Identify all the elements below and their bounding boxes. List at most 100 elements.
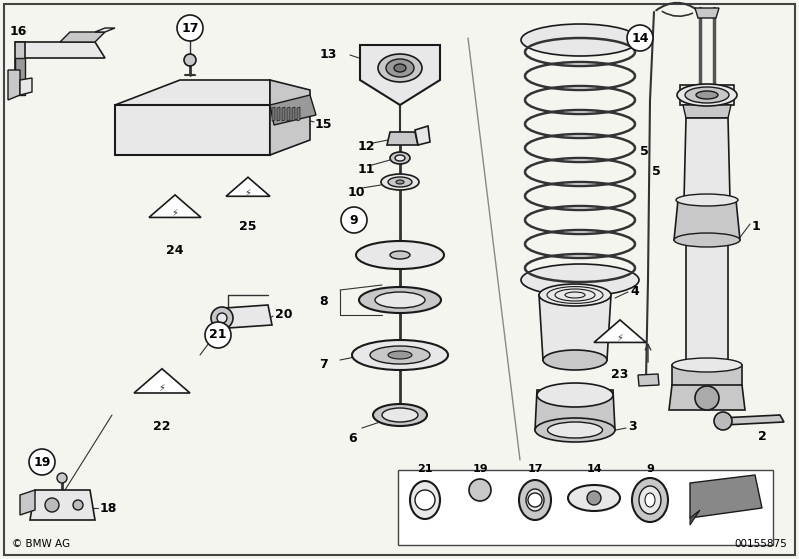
Polygon shape (270, 95, 316, 125)
Polygon shape (15, 58, 25, 95)
Ellipse shape (685, 87, 729, 103)
Text: 23: 23 (611, 368, 629, 381)
Ellipse shape (535, 418, 615, 442)
Polygon shape (115, 105, 270, 155)
Polygon shape (594, 320, 646, 343)
Ellipse shape (645, 493, 655, 507)
Ellipse shape (370, 346, 430, 364)
Ellipse shape (539, 284, 611, 306)
Circle shape (184, 54, 196, 66)
Text: 24: 24 (166, 244, 184, 257)
Text: 20: 20 (275, 308, 292, 321)
Ellipse shape (388, 177, 412, 187)
Ellipse shape (386, 59, 414, 77)
Text: © BMW AG: © BMW AG (12, 539, 70, 549)
Ellipse shape (696, 91, 718, 99)
Text: 00155875: 00155875 (734, 539, 787, 549)
Text: 25: 25 (239, 220, 256, 233)
Ellipse shape (382, 408, 418, 422)
Ellipse shape (410, 481, 440, 519)
Polygon shape (387, 132, 418, 145)
Text: 19: 19 (34, 456, 50, 468)
Ellipse shape (521, 24, 639, 56)
Text: 21: 21 (417, 464, 433, 474)
Polygon shape (674, 200, 740, 240)
Text: 11: 11 (358, 163, 376, 176)
Text: 21: 21 (209, 329, 227, 342)
Ellipse shape (395, 155, 405, 161)
Polygon shape (115, 80, 270, 105)
Ellipse shape (519, 480, 551, 520)
Polygon shape (669, 385, 745, 410)
Text: 17: 17 (527, 464, 543, 474)
Polygon shape (292, 107, 295, 121)
Ellipse shape (676, 194, 738, 206)
Circle shape (205, 322, 231, 348)
Text: 3: 3 (628, 420, 637, 433)
Text: ⚡: ⚡ (617, 333, 623, 343)
Polygon shape (270, 80, 310, 155)
Ellipse shape (394, 64, 406, 72)
Polygon shape (277, 107, 280, 121)
Circle shape (415, 490, 435, 510)
Polygon shape (683, 105, 731, 118)
Ellipse shape (677, 84, 737, 106)
Ellipse shape (526, 489, 544, 511)
Text: 19: 19 (472, 464, 488, 474)
Text: 8: 8 (320, 295, 328, 308)
Text: 13: 13 (320, 48, 337, 61)
Ellipse shape (639, 486, 661, 514)
Polygon shape (695, 8, 719, 18)
Text: 5: 5 (640, 145, 649, 158)
Text: 10: 10 (348, 186, 365, 199)
Ellipse shape (388, 351, 412, 359)
Ellipse shape (632, 478, 668, 522)
Polygon shape (282, 107, 285, 121)
Circle shape (73, 500, 83, 510)
Ellipse shape (356, 241, 444, 269)
Text: ⚡: ⚡ (172, 208, 178, 218)
Circle shape (177, 15, 203, 41)
Polygon shape (684, 118, 730, 200)
Text: 15: 15 (315, 118, 332, 131)
Circle shape (211, 307, 233, 329)
Circle shape (587, 491, 601, 505)
Polygon shape (690, 475, 762, 518)
Text: 9: 9 (350, 214, 358, 226)
Ellipse shape (359, 287, 441, 313)
Ellipse shape (352, 340, 448, 370)
Polygon shape (134, 369, 190, 393)
Circle shape (627, 25, 653, 51)
Circle shape (45, 498, 59, 512)
Text: 14: 14 (586, 464, 602, 474)
Polygon shape (226, 177, 270, 196)
Circle shape (469, 479, 491, 501)
Text: 7: 7 (320, 358, 328, 371)
Ellipse shape (396, 180, 404, 184)
Circle shape (714, 412, 732, 430)
FancyBboxPatch shape (398, 470, 773, 545)
Polygon shape (297, 107, 300, 121)
Ellipse shape (537, 383, 613, 407)
Polygon shape (360, 45, 440, 105)
Polygon shape (535, 390, 615, 430)
Ellipse shape (390, 251, 410, 259)
Polygon shape (15, 42, 105, 58)
Polygon shape (149, 195, 201, 217)
Polygon shape (272, 107, 275, 121)
Polygon shape (720, 415, 784, 425)
Polygon shape (415, 126, 430, 145)
Ellipse shape (521, 264, 639, 296)
Text: ⚡: ⚡ (244, 188, 252, 198)
Ellipse shape (373, 404, 427, 426)
Ellipse shape (547, 422, 602, 438)
Ellipse shape (674, 233, 740, 247)
FancyBboxPatch shape (4, 4, 795, 555)
Text: 2: 2 (758, 430, 767, 443)
Text: 6: 6 (348, 432, 357, 445)
Text: 12: 12 (358, 140, 376, 153)
Polygon shape (30, 490, 95, 520)
Text: 14: 14 (631, 31, 649, 45)
Ellipse shape (375, 292, 425, 308)
Ellipse shape (378, 54, 422, 82)
